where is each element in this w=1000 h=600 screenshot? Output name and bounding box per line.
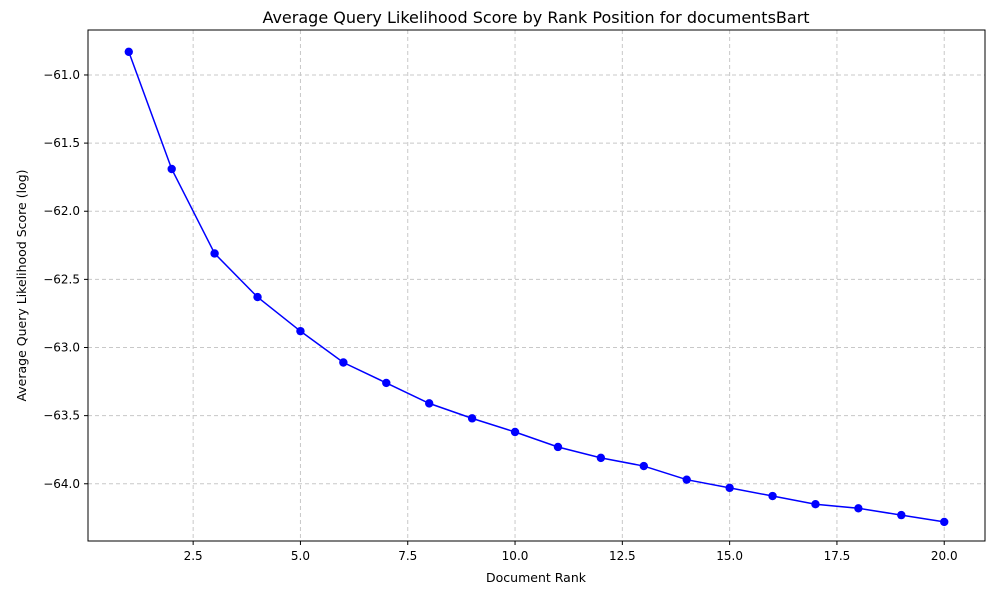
x-tick-label: 2.5 [184,549,203,563]
data-point [725,483,734,493]
data-point [510,427,520,437]
data-point [682,475,691,484]
data-point [167,164,176,174]
series-line [128,51,945,523]
data-point [339,358,348,367]
data-point [639,461,648,471]
data-point [382,378,391,388]
y-tick-label: −63.0 [43,341,80,355]
x-tick-label: 12.5 [609,549,636,563]
grid-lines [88,30,985,541]
y-tick-label: −62.0 [43,204,80,218]
x-tick-label: 20.0 [931,549,958,563]
data-point [854,504,863,513]
data-point [553,442,563,452]
y-tick-label: −62.5 [43,272,80,286]
chart-title: Average Query Likelihood Score by Rank P… [262,8,809,27]
data-point [467,414,477,423]
series-layer [124,47,949,527]
data-point [897,510,906,520]
y-tick-label: −64.0 [43,477,80,491]
y-tick-label: −61.0 [43,68,80,82]
data-point [811,500,820,509]
y-axis-label: Average Query Likelihood Score (log) [14,169,29,401]
plot-frame [87,29,986,542]
data-point [296,326,305,336]
data-point [940,517,949,527]
data-point [596,453,606,463]
y-tick-label: −61.5 [43,136,80,150]
axis-ticks: 2.5 5.0 7.5 10.0 12.5 15.0 17.5 20.0 −61.0 −61.5 −… [43,68,957,563]
y-tick-label: −63.5 [43,409,80,423]
x-tick-label: 15.0 [716,549,743,563]
x-tick-label: 5.0 [291,549,310,563]
x-tick-label: 17.5 [824,549,851,563]
data-point [124,47,133,57]
x-axis-label: Document Rank [486,570,587,585]
x-tick-label: 10.0 [502,549,529,563]
data-point [253,292,262,302]
data-point [210,249,219,258]
data-point [768,491,777,501]
x-tick-label: 7.5 [398,549,417,563]
data-point [425,399,434,408]
